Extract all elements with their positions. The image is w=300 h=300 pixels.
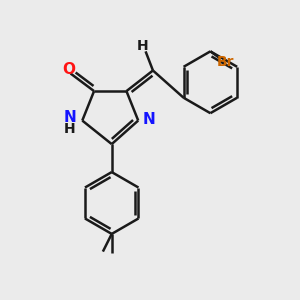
- Text: H: H: [64, 122, 76, 136]
- Text: O: O: [62, 61, 76, 76]
- Text: Br: Br: [216, 55, 234, 69]
- Text: H: H: [137, 39, 148, 53]
- Text: N: N: [143, 112, 156, 127]
- Text: N: N: [64, 110, 76, 124]
